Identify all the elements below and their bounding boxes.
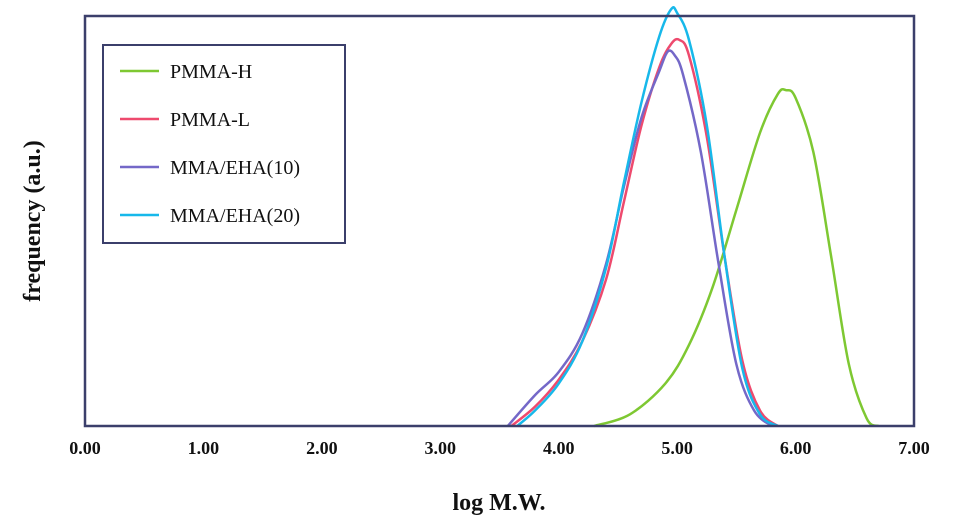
x-tick-label: 1.00 [188, 438, 220, 458]
plot-area-frame [83, 14, 916, 428]
x-axis-ticks: 0.00 1.00 2.00 3.00 4.00 5.00 6.00 7.00 [69, 438, 930, 458]
y-axis-title: frequency (a.u.) [20, 140, 46, 302]
x-tick-label: 0.00 [69, 438, 101, 458]
series-line-pmma-h [593, 87, 880, 428]
x-tick-label: 5.00 [661, 438, 693, 458]
legend-items: PMMA-H PMMA-L MMA/EHA(10) MMA/EHA(20) [120, 61, 300, 227]
x-tick-label: 3.00 [425, 438, 457, 458]
x-tick-label: 7.00 [898, 438, 930, 458]
legend-label: MMA/EHA(20) [170, 205, 300, 227]
x-tick-label: 6.00 [780, 438, 812, 458]
x-tick-label: 2.00 [306, 438, 338, 458]
legend-box [102, 44, 346, 244]
series-line-mma-eha-10 [506, 49, 773, 428]
x-axis-title: log M.W. [452, 490, 545, 516]
x-tick-label: 4.00 [543, 438, 575, 458]
legend-label: MMA/EHA(10) [170, 157, 300, 179]
legend: PMMA-H PMMA-L MMA/EHA(10) MMA/EHA(20) [102, 44, 346, 244]
series-lines [506, 6, 880, 428]
legend-label: PMMA-L [170, 109, 250, 131]
legend-label: PMMA-H [170, 61, 252, 83]
series-line-mma-eha-20 [516, 6, 779, 428]
